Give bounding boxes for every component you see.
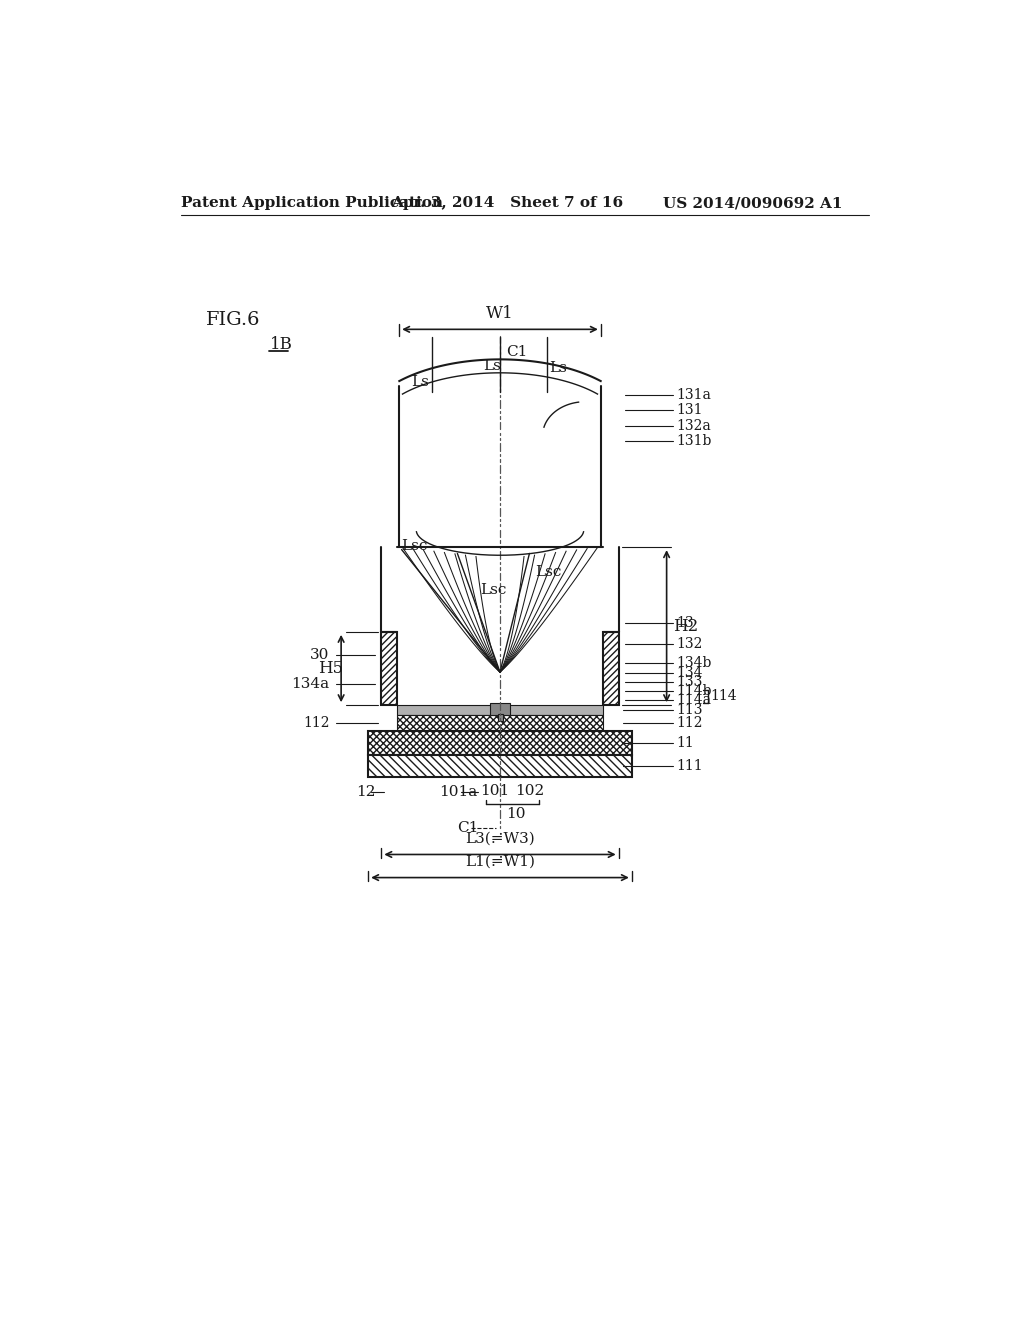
Bar	[489, 702, 510, 715]
Text: 114: 114	[711, 689, 737, 704]
Text: FIG.6: FIG.6	[206, 312, 260, 329]
Text: 11: 11	[677, 735, 694, 750]
Text: W1: W1	[486, 305, 514, 322]
Text: 114b: 114b	[677, 684, 713, 698]
Text: Ls: Ls	[411, 375, 429, 388]
Text: 131b: 131b	[677, 434, 712, 447]
Text: 102: 102	[515, 784, 545, 797]
Text: C1: C1	[458, 821, 479, 834]
Text: Lsc: Lsc	[480, 582, 507, 597]
Text: 131: 131	[677, 403, 703, 417]
Text: US 2014/0090692 A1: US 2014/0090692 A1	[663, 197, 843, 210]
Text: 12: 12	[356, 785, 376, 799]
Text: L3(≓W3): L3(≓W3)	[465, 832, 535, 846]
Bar	[603, 632, 618, 705]
Bar	[369, 730, 632, 755]
Text: 1B: 1B	[270, 337, 293, 354]
Text: 134a: 134a	[292, 677, 330, 692]
Text: Patent Application Publication: Patent Application Publication	[180, 197, 442, 210]
Text: H2: H2	[673, 618, 698, 635]
Text: Lsc: Lsc	[400, 539, 427, 553]
Text: Ls: Ls	[483, 359, 501, 374]
Bar	[397, 715, 603, 730]
Text: 134b: 134b	[677, 656, 712, 669]
Text: 131a: 131a	[677, 388, 712, 401]
Text: 134: 134	[677, 665, 703, 680]
Text: 101a: 101a	[439, 785, 478, 799]
Text: 132: 132	[677, 638, 703, 651]
Text: 101: 101	[480, 784, 510, 797]
Text: Apr. 3, 2014   Sheet 7 of 16: Apr. 3, 2014 Sheet 7 of 16	[391, 197, 624, 210]
Bar	[397, 705, 603, 715]
Text: 132a: 132a	[677, 418, 712, 433]
Bar	[369, 755, 632, 776]
Text: 111: 111	[677, 759, 703, 774]
Text: 133: 133	[677, 675, 703, 689]
Text: 114a: 114a	[677, 693, 712, 706]
Text: 30: 30	[310, 648, 330, 663]
Bar	[381, 632, 397, 705]
Text: 113: 113	[677, 702, 703, 717]
Text: 13: 13	[677, 615, 694, 630]
Text: L1(≓W1): L1(≓W1)	[465, 855, 535, 869]
Text: Lsc: Lsc	[535, 565, 561, 579]
Text: 10: 10	[506, 807, 525, 821]
Text: H5: H5	[317, 660, 343, 677]
Text: 112: 112	[303, 715, 330, 730]
Text: 112: 112	[677, 715, 703, 730]
Text: C1: C1	[506, 346, 527, 359]
Bar	[498, 714, 503, 721]
Text: Ls: Ls	[550, 360, 567, 375]
